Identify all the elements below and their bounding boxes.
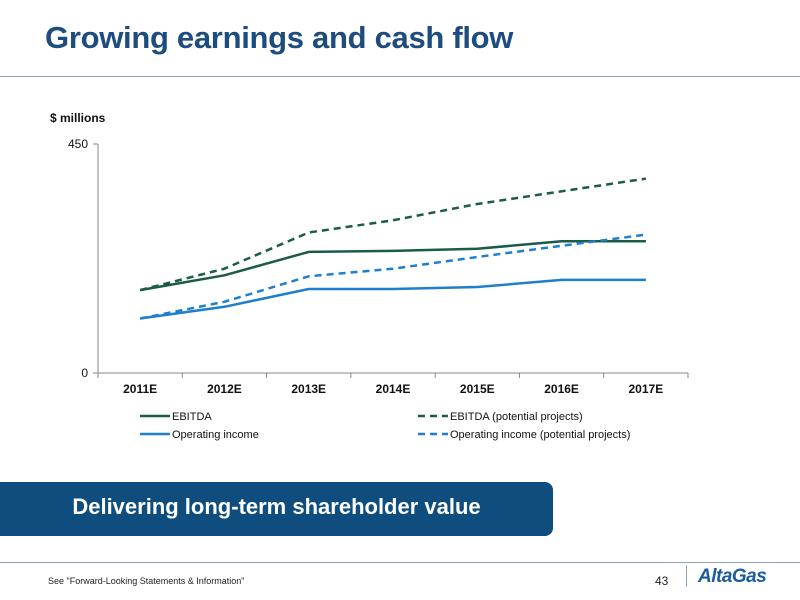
chart-legend: EBITDA EBITDA (potential projects) Operati… (140, 411, 630, 441)
page-number: 43 (655, 574, 669, 588)
legend-label: Operating income (potential projects) (450, 429, 630, 441)
title-divider (0, 76, 800, 77)
chart-series-lines (139, 177, 647, 320)
chart-axes: 0 450 2011E 2012E 2013E 2014E 2015E 2016E 2017E (68, 137, 689, 396)
x-tick-label: 2016E (544, 382, 579, 396)
legend-label: EBITDA (172, 411, 212, 423)
series-line-2 (139, 177, 647, 292)
footer-vertical-divider (686, 565, 687, 587)
y-axis-unit-label: $ millions (50, 111, 106, 125)
x-tick-label: 2012E (207, 382, 242, 396)
altagas-logo: AltaGas (698, 566, 767, 587)
x-tick-label: 2014E (376, 382, 411, 396)
slide-title: Growing earnings and cash flow (45, 20, 514, 55)
y-tick-label: 450 (68, 137, 88, 151)
x-tick-label: 2017E (629, 382, 664, 396)
x-tick-label: 2011E (123, 382, 157, 396)
x-tick-label: 2013E (291, 382, 326, 396)
legend-label: Operating income (172, 429, 259, 441)
footer-divider (0, 562, 800, 563)
series-line-3 (139, 278, 646, 320)
x-tick-label: 2015E (460, 382, 495, 396)
value-banner: Delivering long-term shareholder value (0, 482, 553, 536)
banner-text: Delivering long-term shareholder value (72, 494, 481, 519)
y-tick-label: 0 (81, 366, 88, 380)
series-line-4 (139, 233, 647, 320)
legend-label: EBITDA (potential projects) (450, 411, 583, 423)
forward-looking-note: See "Forward-Looking Statements & Inform… (48, 576, 245, 586)
series-line-1 (139, 239, 646, 292)
line-chart: $ millions 0 450 2011E 2012E 2013E 2014E 2015E… (50, 111, 689, 441)
